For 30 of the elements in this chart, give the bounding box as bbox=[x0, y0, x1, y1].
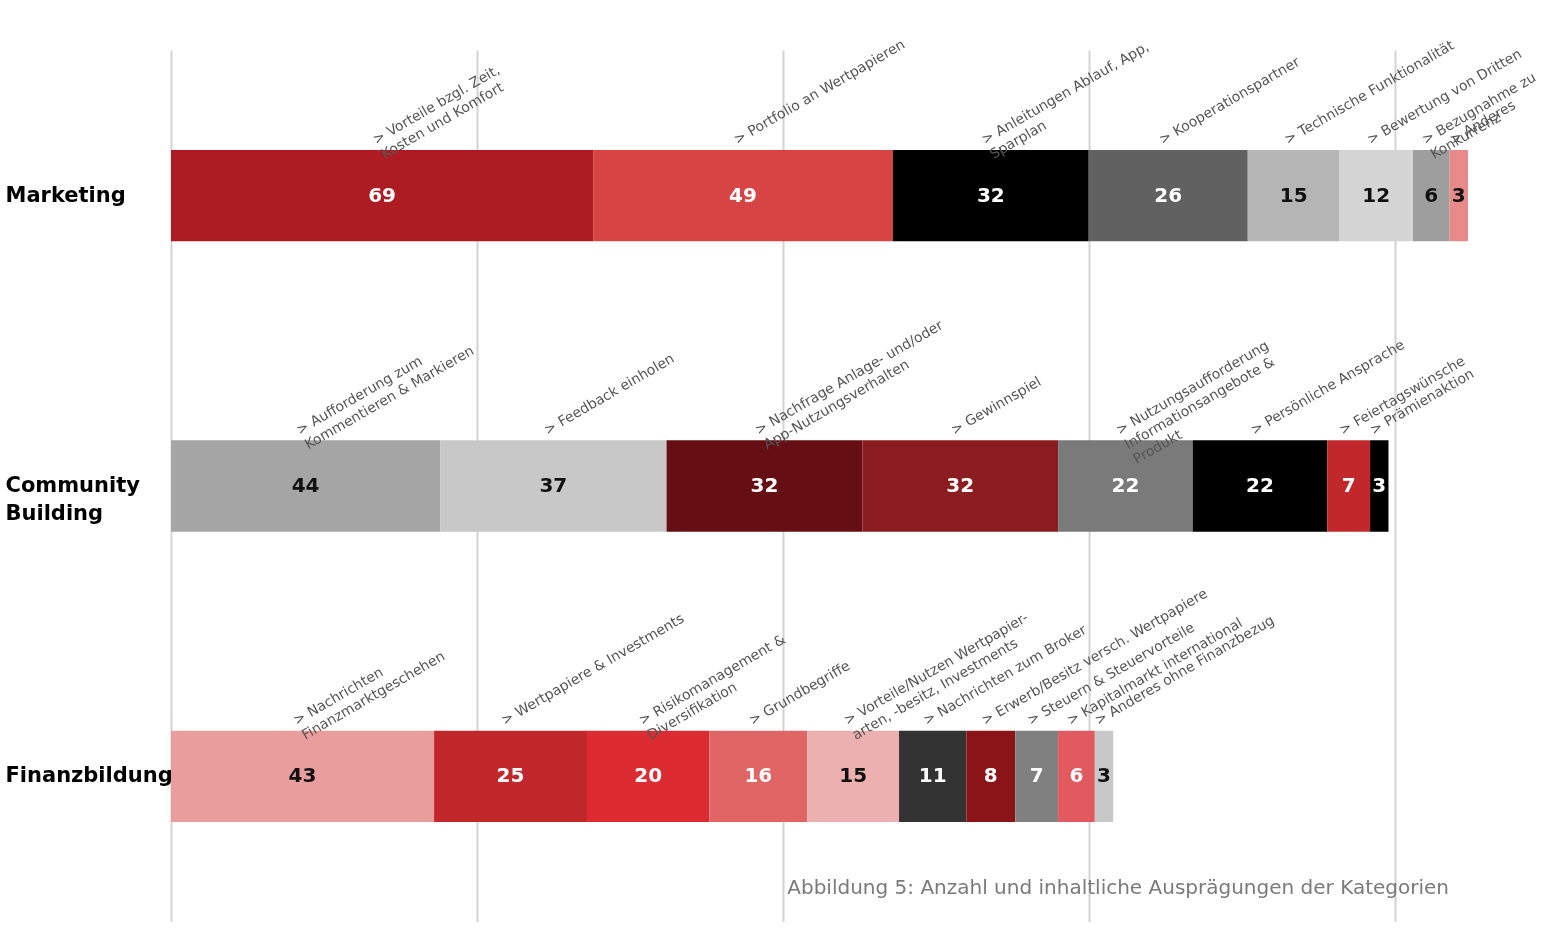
data-label: 20 bbox=[634, 763, 663, 788]
data-label: 44 bbox=[291, 473, 320, 497]
y-tick-label: Community Building bbox=[5, 473, 141, 525]
data-label: 15 bbox=[1279, 182, 1308, 207]
data-label: 3 bbox=[1097, 763, 1111, 788]
data-label: 69 bbox=[368, 182, 396, 207]
data-label: 11 bbox=[918, 763, 947, 788]
data-label: 7 bbox=[1341, 473, 1356, 497]
data-label: 8 bbox=[983, 763, 998, 788]
data-label: 3 bbox=[1451, 182, 1466, 207]
annotation: Abbildung 5: Anzahl und inhaltliche Ausprägungen der Kategorien bbox=[787, 875, 1449, 899]
y-tick-label: Marketing bbox=[5, 182, 126, 207]
data-label: 16 bbox=[744, 763, 773, 788]
data-label: 32 bbox=[946, 473, 975, 497]
data-label: 32 bbox=[976, 182, 1005, 207]
data-label: 37 bbox=[539, 473, 568, 497]
data-label: 49 bbox=[729, 182, 757, 207]
data-label: 6 bbox=[1424, 182, 1439, 207]
data-label: 6 bbox=[1069, 763, 1084, 788]
data-label: 12 bbox=[1362, 182, 1391, 207]
data-label: 3 bbox=[1372, 473, 1387, 497]
y-tick-label: Finanzbildung bbox=[5, 763, 173, 788]
data-label: 22 bbox=[1246, 473, 1274, 497]
data-label: 25 bbox=[496, 763, 525, 788]
data-label: 7 bbox=[1029, 763, 1044, 788]
data-label: 43 bbox=[288, 763, 317, 788]
data-label: 26 bbox=[1154, 182, 1183, 207]
data-label: 22 bbox=[1111, 473, 1140, 497]
data-label: 15 bbox=[839, 763, 868, 788]
data-label: 32 bbox=[750, 473, 779, 497]
